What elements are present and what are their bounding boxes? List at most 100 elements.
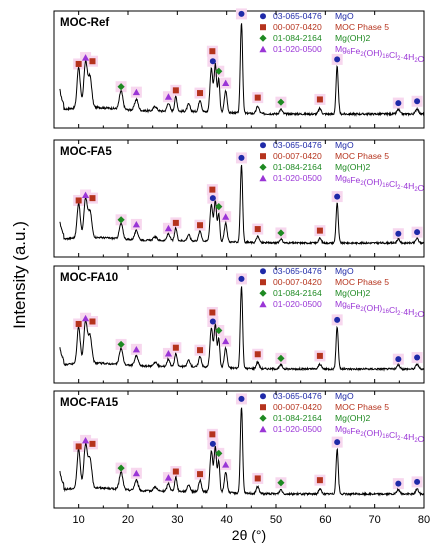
legend-entry: 00-007-0420 MOC Phase 5 [260,277,389,287]
triangle-phase-marker [81,437,90,444]
legend-entry: 00-007-0420 MOC Phase 5 [260,402,389,412]
triangle-legend-icon [259,425,267,433]
triangle-phase-marker [132,221,140,228]
xrd-pattern-line [59,164,425,246]
legend-phase: MgO [335,11,354,21]
legend-code: 03-065-0476 [273,266,322,276]
circle-legend-icon [260,13,266,20]
legend-code: 01-020-0500 [273,424,322,434]
legend-code: 03-065-0476 [273,391,322,401]
diamond-phase-marker [277,98,285,106]
legend-phase: MgO [335,266,354,276]
legend-entry: 01-020-0500 Mg6Fe2(OH)16Cl2·4H2O [259,299,425,319]
triangle-phase-marker [132,469,140,477]
panel-title: MOC-FA10 [60,272,118,284]
legend-phase: Mg6Fe2(OH)16Cl2·4H2O [335,424,425,444]
circle-phase-marker [334,193,341,200]
x-tick-label: 30 [171,514,183,526]
x-tick-label: 40 [221,514,233,526]
panel-title: MOC-Ref [60,17,109,29]
xrd-pattern-line [59,407,425,497]
diamond-phase-marker [215,449,223,457]
circle-phase-marker [395,480,402,487]
square-phase-marker [197,222,204,229]
panel-frame [53,390,425,509]
circle-legend-icon [260,142,266,149]
square-phase-marker [89,195,96,202]
panel-title: MOC-FA5 [60,146,112,158]
x-tick-label: 60 [319,514,331,526]
triangle-phase-marker [222,337,230,345]
diamond-legend-icon [259,34,267,42]
x-tick-label: 50 [270,514,282,526]
legend-code: 01-084-2164 [273,33,322,43]
legend-code: 03-065-0476 [273,140,322,150]
legend-entry: 01-020-0500 Mg6Fe2(OH)16Cl2·4H2O [259,424,425,444]
triangle-legend-icon [259,45,267,53]
panel-2: MOC-FA5 03-065-0476 MgO 00-007-0420 MOC Phas… [53,139,425,258]
square-phase-marker [197,90,204,97]
square-phase-marker [316,227,323,234]
circle-phase-marker [414,478,421,485]
legend-phase: Mg(OH)2 [335,413,371,423]
legend-code: 01-020-0500 [273,173,322,183]
circle-phase-marker [238,275,245,282]
panel-4: MOC-FA15 03-065-0476 MgO 00-007-0420 MOC Pha… [53,390,425,509]
legend-entry: 00-007-0420 MOC Phase 5 [260,151,389,161]
legend-phase: MOC Phase 5 [335,277,389,287]
panel-frame [53,139,425,258]
panel-3: MOC-FA10 03-065-0476 MgO 00-007-0420 MOC Pha… [53,265,425,384]
square-phase-marker [209,431,216,438]
square-phase-marker [89,440,96,447]
square-legend-icon [260,279,266,286]
panel-1: MOC-Ref 03-065-0476 MgO 00-007-0420 MOC Phas… [53,8,425,129]
triangle-phase-marker [164,350,173,357]
circle-phase-marker [334,56,341,63]
diamond-phase-marker [117,464,125,472]
legend-entry: 01-020-0500 Mg6Fe2(OH)16Cl2·4H2O [259,173,425,193]
square-legend-icon [260,153,266,160]
diamond-legend-icon [259,414,267,422]
triangle-legend-icon [259,174,267,182]
triangle-phase-marker [164,224,173,232]
triangle-legend-icon [259,300,267,308]
legend-phase: MOC Phase 5 [335,22,389,32]
square-phase-marker [89,318,96,325]
circle-phase-marker [334,439,341,446]
legend-entry: 03-065-0476 MgO [260,140,354,150]
triangle-phase-marker [132,88,140,96]
diamond-phase-marker [215,67,223,75]
square-phase-marker [209,186,216,193]
triangle-phase-marker [164,474,173,481]
circle-phase-marker [238,154,245,161]
diamond-phase-marker [215,326,223,335]
legend-code: 01-084-2164 [273,288,322,298]
diamond-phase-marker [277,229,285,237]
circle-phase-marker [414,354,421,361]
x-axis-label: 2θ (°) [232,527,266,543]
panel-frame [53,265,425,384]
circle-phase-marker [395,230,402,237]
legend-code: 00-007-0420 [273,22,322,32]
triangle-phase-marker [132,345,140,353]
circle-phase-marker [209,318,216,325]
legend-entry: 03-065-0476 MgO [260,391,354,401]
diamond-phase-marker [277,479,285,487]
legend-entry: 01-084-2164 Mg(OH)2 [259,33,371,43]
legend-entry: 03-065-0476 MgO [260,11,354,21]
legend-code: 00-007-0420 [273,402,322,412]
triangle-phase-marker [81,54,90,61]
circle-phase-marker [334,316,341,323]
legend-code: 00-007-0420 [273,151,322,161]
legend-code: 01-084-2164 [273,162,322,172]
legend-entry: 01-084-2164 Mg(OH)2 [259,413,371,423]
x-tick-label: 10 [73,514,85,526]
legend-phase: MgO [335,391,354,401]
legend-entry: 03-065-0476 MgO [260,266,354,276]
triangle-phase-marker [81,314,90,322]
legend-phase: MOC Phase 5 [335,151,389,161]
legend-phase: MOC Phase 5 [335,402,389,412]
legend-code: 00-007-0420 [273,277,322,287]
diamond-phase-marker [117,216,125,224]
